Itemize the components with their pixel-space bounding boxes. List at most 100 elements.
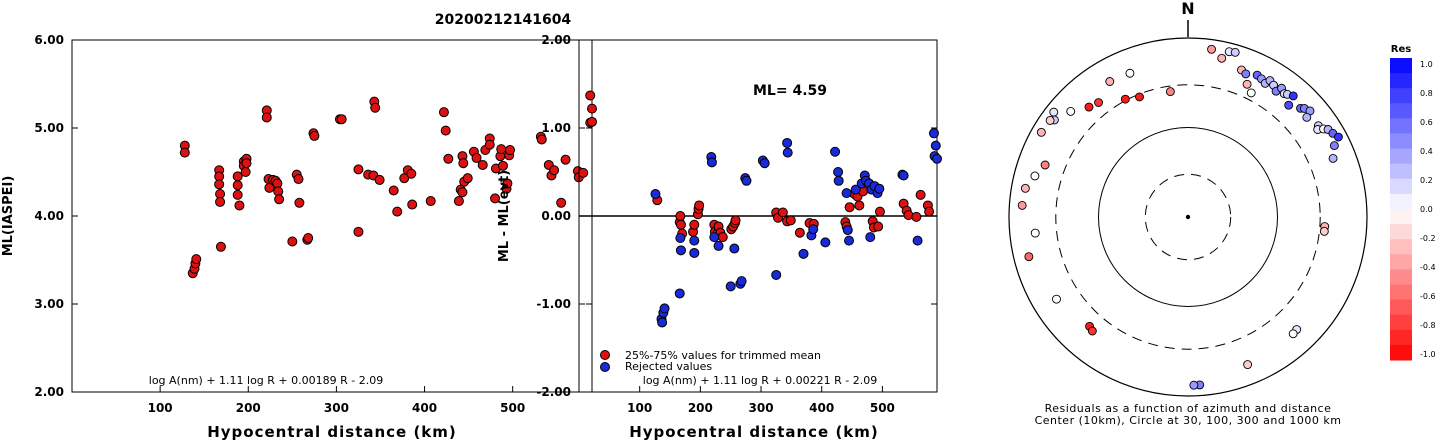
data-point [490,193,501,204]
data-point [689,219,700,230]
x-tick-label: 400 [412,401,437,415]
data-point [560,154,571,165]
x-axis-label: Hypocentral distance (km) [629,423,879,441]
data-point [496,144,507,155]
colorbar-tick-label: 0.4 [1420,147,1433,156]
data-point [865,232,876,243]
data-point [928,128,939,139]
station-point [1094,98,1104,107]
data-point [453,196,464,207]
data-point [759,158,770,169]
data-point [232,180,243,191]
data-point [309,130,320,141]
x-tick-label: 100 [627,401,652,415]
plot-frame [71,39,593,393]
caption-line-1: Residuals as a function of azimuth and d… [1045,402,1332,415]
station-point [1135,92,1144,102]
residual-vs-distance-panel: -2.00 -1.00 0.00 1.00 2.00 100 200 300 400 500 M… [497,33,942,441]
station-point [1333,132,1343,142]
x-tick-label: 300 [324,401,349,415]
legend-label-trimmed: 25%-75% values for trimmed mean [625,349,821,362]
data-point [370,102,381,113]
data-point [911,211,922,222]
data-point [842,225,853,236]
data-point [675,245,686,256]
colorbar-segment [1390,88,1412,104]
colorbar-tick-label: 1.0 [1420,60,1433,69]
data-point [689,247,700,258]
station-point [1165,87,1175,97]
residual-colorbar: 1.0 0.8 0.6 0.4 0.2 0.0 -0.2 -0.4 -0.6 -0.8 -1.0 [1390,58,1436,361]
page-title: 20200212141604 [435,12,572,28]
station-point [1189,380,1199,390]
x-tick-label: 400 [809,401,834,415]
data-point [374,174,385,185]
colorbar-tick-label: -0.2 [1420,234,1436,243]
data-point [932,153,942,164]
station-point [1040,160,1050,170]
ml-annotation: ML= 4.59 [753,83,827,99]
station-point [1120,94,1130,104]
station-point [1284,100,1294,110]
y-tick-label: -2.00 [536,385,571,399]
station-point [1066,106,1076,116]
data-point [741,175,752,186]
colorbar-segment [1390,178,1412,195]
data-point [717,232,728,243]
station-point [1243,360,1253,370]
x-axis-label: Hypocentral distance (km) [207,423,457,441]
y-axis-ticks: 2.00 3.00 4.00 5.00 6.00 [34,33,592,399]
data-point [303,233,314,243]
x-tick-label: 500 [500,401,525,415]
data-point [725,281,736,292]
data-point [388,185,399,196]
data-point [689,235,700,246]
colorbar-segment [1390,329,1412,346]
data-point [650,189,661,199]
data-point [438,107,449,118]
data-point [425,196,436,207]
colorbar-tick-label: -1.0 [1420,350,1436,359]
data-point [674,288,685,299]
x-tick-label: 100 [148,401,173,415]
data-point [215,241,226,252]
colorbar-segment [1390,299,1412,316]
north-label: N [1181,0,1194,18]
x-tick-label: 200 [688,401,713,415]
colorbar-segment [1390,58,1412,74]
ml-vs-distance-panel: 2.00 3.00 4.00 5.00 6.00 100 200 300 400 500 ML(… [1,33,597,441]
y-tick-label: 6.00 [34,33,64,47]
y-axis-label: ML(IASPEI) [1,176,16,257]
data-point [294,197,305,208]
data-points [650,128,942,328]
data-point [585,90,596,101]
station-point [1017,200,1027,210]
data-point [406,168,417,179]
colorbar-tick-label: -0.8 [1420,321,1436,330]
data-point [729,243,740,254]
data-point [844,202,855,213]
distance-rings [1008,37,1368,397]
station-point [1087,326,1097,336]
data-point [713,240,724,251]
data-points [179,90,597,279]
data-point [912,235,923,246]
data-point [462,173,473,184]
colorbar-segment [1390,103,1412,119]
data-point [215,196,226,207]
data-point [873,221,884,232]
data-point [841,188,852,199]
data-point [924,206,935,217]
data-point [785,215,796,226]
data-point [353,164,364,175]
formula-text: log A(nm) + 1.11 log R + 0.00189 R - 2.0… [149,374,383,387]
data-point [833,175,844,186]
data-point [179,147,190,158]
azimuth-residual-panel: N Residuals as a function of azimuth and… [1008,0,1436,427]
station-point [1030,228,1040,238]
colorbar-segment [1390,254,1412,270]
data-point [675,211,686,221]
data-point [782,137,793,148]
data-point [694,200,705,211]
data-point [191,254,202,265]
